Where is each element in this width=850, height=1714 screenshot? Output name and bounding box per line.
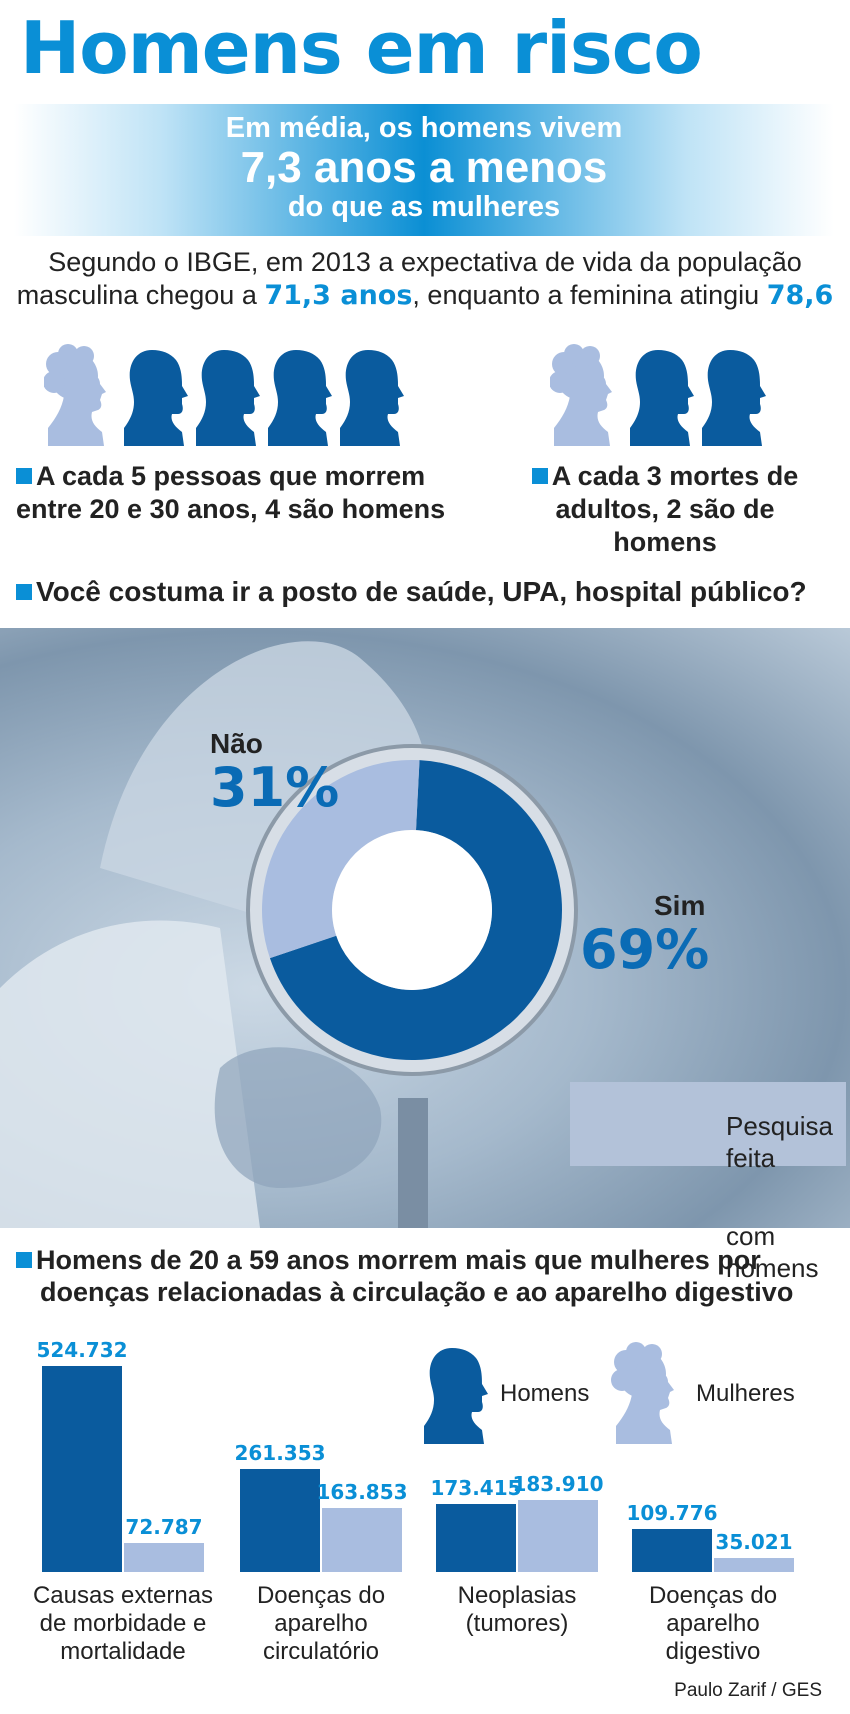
banner-line-2: 7,3 anos a menos — [240, 143, 608, 192]
category-label: Causas externas de morbidade e mortalidade — [22, 1582, 224, 1666]
stethoscope-tube — [398, 1098, 428, 1228]
yes-label: Sim — [654, 890, 706, 921]
category-label: Neoplasias (tumores) — [416, 1582, 618, 1638]
category-label-line: (tumores) — [465, 1610, 569, 1637]
category-label: Doenças do aparelho digestivo — [612, 1582, 814, 1666]
male-head-icon — [340, 350, 404, 446]
category-label-line: Doenças do — [256, 1582, 386, 1609]
stethoscope-illustration — [0, 641, 578, 1228]
legend-men-label: Homens — [500, 1380, 590, 1407]
intro-text-2b: , enquanto a feminina atingiu — [412, 280, 767, 310]
bar-value-label: 183.910 — [512, 1472, 604, 1496]
category-label-line: Neoplasias — [457, 1582, 577, 1609]
category-label-line: circulatório — [262, 1638, 380, 1665]
bullet-square-icon — [16, 1252, 32, 1268]
no-label: Não — [210, 728, 263, 759]
male-head-icon — [124, 350, 188, 446]
intro-text-2a: masculina chegou a — [16, 280, 265, 310]
legend-men-icon — [424, 1348, 488, 1444]
category-label-line: aparelho — [666, 1610, 760, 1637]
male-head-icon — [196, 350, 260, 446]
category-label: Doenças do aparelho circulatório — [220, 1582, 422, 1666]
male-head-icon — [630, 350, 694, 446]
female-life-expectancy: 78,6 — [766, 280, 834, 311]
bar-mulheres — [322, 1508, 402, 1572]
legend-women-label: Mulheres — [696, 1380, 795, 1407]
stat-1-line-2: entre 20 e 30 anos, 4 são homens — [16, 494, 446, 524]
intro-line-1: Segundo o IBGE, em 2013 a expectativa de… — [48, 247, 802, 277]
category-label-line: Doenças do — [648, 1582, 778, 1609]
bar-mulheres — [518, 1500, 598, 1572]
category-label-line: aparelho — [274, 1610, 368, 1637]
intro-text: Segundo o IBGE, em 2013 a expectativa de… — [0, 246, 850, 312]
survey-donut-chart — [246, 744, 578, 1076]
stat-young-deaths: A cada 5 pessoas que morrem entre 20 e 3… — [16, 460, 445, 526]
stat-2-line-2: adultos, 2 são de homens — [555, 494, 775, 557]
page-title: Homens em risco — [20, 6, 703, 90]
banner-line-1: Em média, os homens vivem — [225, 112, 623, 144]
bar-mulheres — [124, 1543, 204, 1572]
no-percent: 31% — [210, 756, 340, 819]
donut-hole — [332, 830, 492, 990]
banner-line-3: do que as mulheres — [287, 191, 561, 223]
bar-value-label: 72.787 — [125, 1515, 203, 1539]
category-label-line: de morbidade e — [39, 1610, 207, 1637]
deaths-heading: Homens de 20 a 59 anos morrem mais que m… — [16, 1244, 793, 1308]
note-line-2: com homens — [726, 1221, 819, 1283]
no-answer-group: Não 31% — [210, 728, 339, 819]
deaths-heading-line-1-text: Homens de 20 a 59 anos morrem mais que m… — [36, 1245, 761, 1275]
bar-homens — [436, 1504, 516, 1572]
donut-slice-sim — [269, 760, 562, 1060]
bar-value-label: 109.776 — [626, 1501, 718, 1525]
deaths-heading-line-1: Homens de 20 a 59 anos morrem mais que m… — [16, 1244, 793, 1276]
bar-homens — [240, 1469, 320, 1572]
female-head-icon — [550, 344, 612, 446]
legend-women-icon — [611, 1342, 674, 1444]
bar-value-label: 173.415 — [430, 1476, 522, 1500]
stat-1-line-1-text: A cada 5 pessoas que morrem — [36, 461, 426, 491]
female-head-icon — [44, 344, 106, 446]
bar-mulheres — [714, 1558, 794, 1572]
deaths-heading-line-2: doenças relacionadas à circulação e ao a… — [40, 1277, 794, 1307]
category-label-line: mortalidade — [60, 1638, 186, 1665]
bar-homens — [632, 1529, 712, 1572]
donut-slice-nao — [261, 760, 420, 959]
male-head-icon — [702, 350, 766, 446]
male-life-expectancy: 71,3 anos — [264, 280, 413, 311]
yes-answer-group: Sim 69% — [580, 890, 709, 981]
male-head-icon — [268, 350, 332, 446]
category-label-line: Causas externas — [32, 1582, 214, 1609]
bar-value-label: 35.021 — [715, 1530, 793, 1554]
headline-banner: Em média, os homens vivem 7,3 anos a men… — [14, 104, 834, 236]
stat-2-line-1-text: A cada 3 mortes de — [551, 461, 799, 491]
stat-adult-deaths: A cada 3 mortes de adultos, 2 são de hom… — [500, 460, 830, 559]
heads-group-1 — [44, 344, 404, 446]
stethoscope-photo: Não 31% Sim 69% — [0, 628, 850, 1228]
bar-value-label: 261.353 — [234, 1441, 326, 1465]
note-line-1: Pesquisa feita — [726, 1111, 833, 1173]
credit: Paulo Zarif / GES — [674, 1680, 822, 1701]
bar-value-label: 163.853 — [316, 1480, 408, 1504]
bullet-square-icon — [16, 584, 32, 600]
survey-note: Pesquisa feita com homens — [570, 1082, 846, 1283]
bullet-square-icon — [531, 468, 548, 484]
survey-question-text: Você costuma ir a posto de saúde, UPA, h… — [36, 576, 807, 607]
intro-line-2: masculina chegou a 71,3 anos, enquanto a… — [0, 279, 850, 312]
bar-homens — [42, 1366, 122, 1572]
category-label-line: digestivo — [665, 1638, 761, 1665]
stat-2-line-1: A cada 3 mortes de — [500, 460, 830, 493]
survey-question: Você costuma ir a posto de saúde, UPA, h… — [16, 576, 807, 608]
heads-group-2 — [550, 344, 766, 446]
stat-1-line-1: A cada 5 pessoas que morrem — [16, 460, 445, 493]
yes-percent: 69% — [580, 918, 710, 981]
bar-value-label: 524.732 — [36, 1338, 128, 1362]
bullet-square-icon — [16, 468, 32, 484]
